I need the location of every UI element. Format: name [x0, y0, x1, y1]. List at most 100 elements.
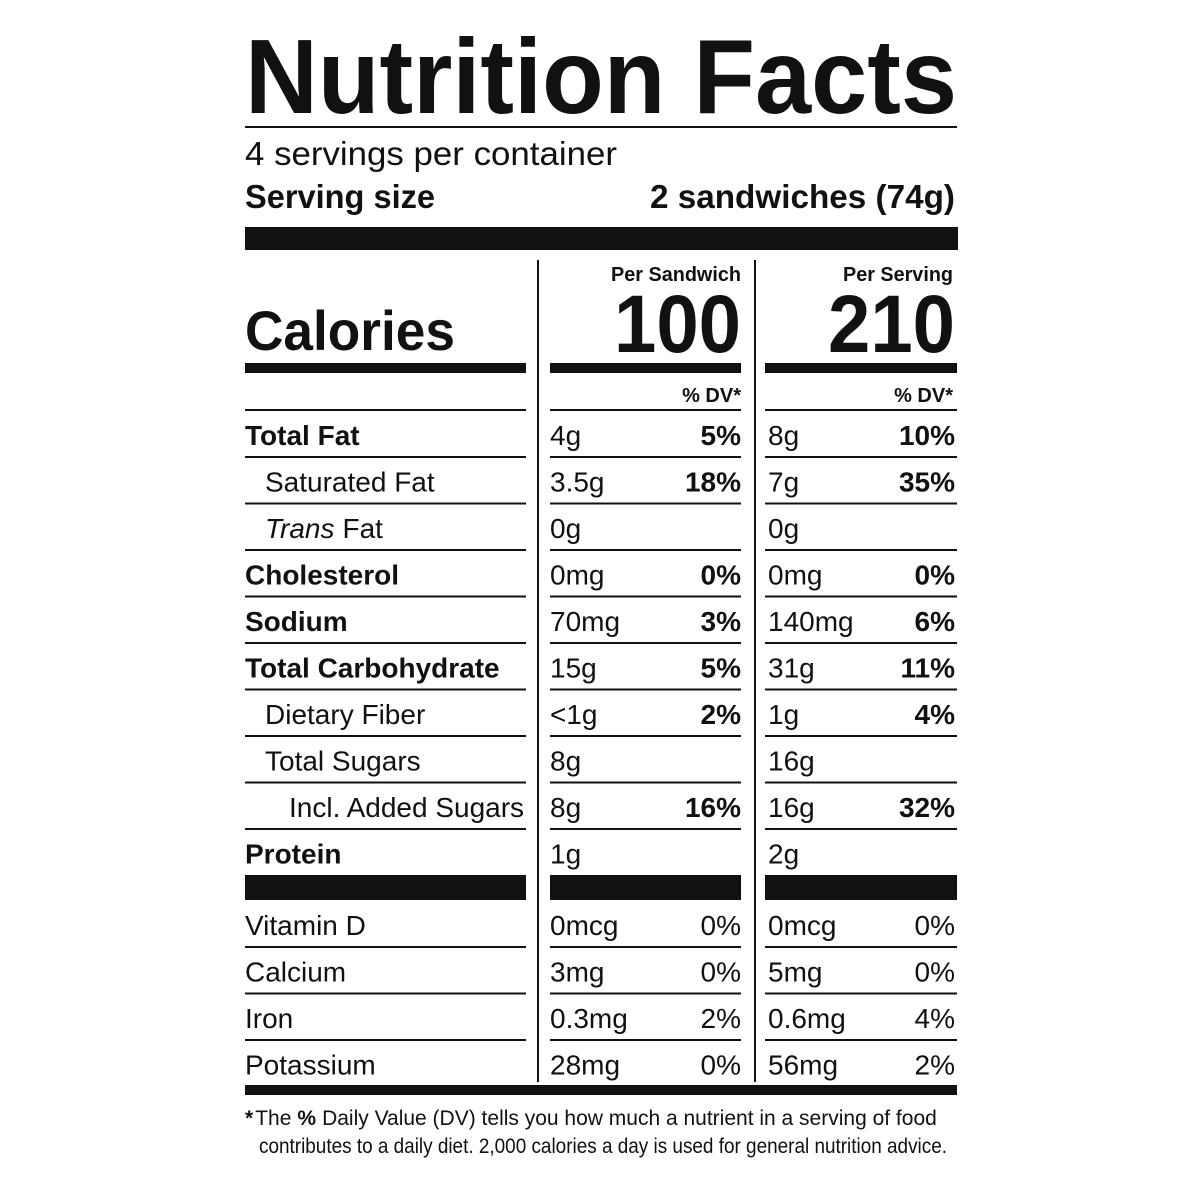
rule	[550, 735, 741, 737]
nutrient-name: Protein	[245, 839, 341, 870]
amount: 0mg	[550, 560, 604, 591]
amount: 0.6mg	[768, 1003, 846, 1034]
nutrient-name: Dietary Fiber	[265, 699, 425, 730]
daily-value: 3%	[701, 606, 742, 637]
daily-value: 0%	[915, 910, 955, 941]
rule	[245, 688, 526, 691]
amount: 140mg	[768, 606, 854, 637]
daily-value: 16%	[685, 792, 741, 823]
rule	[550, 781, 741, 784]
amount: 0g	[550, 513, 581, 544]
rule	[245, 1039, 526, 1041]
amount: 0mcg	[768, 910, 836, 941]
vitamin-name: Potassium	[245, 1050, 376, 1081]
rule	[245, 595, 526, 598]
nutrient-name: Incl. Added Sugars	[289, 792, 524, 823]
rule	[550, 946, 741, 948]
rule	[550, 875, 741, 900]
amount: 8g	[768, 420, 799, 451]
footnote-marker: *	[245, 1107, 254, 1130]
amount: 1g	[768, 699, 799, 730]
rule	[550, 363, 741, 373]
column-divider	[537, 260, 539, 1082]
rule	[765, 875, 957, 900]
rule	[765, 688, 957, 691]
rule	[245, 946, 526, 948]
column-divider	[754, 260, 756, 1082]
amount: 28mg	[550, 1050, 620, 1081]
daily-value: 18%	[685, 467, 741, 498]
nutrient-name: Sodium	[245, 606, 348, 637]
nutrient-name: Total Fat	[245, 420, 360, 451]
rule	[550, 456, 741, 458]
amount: 0.3mg	[550, 1003, 628, 1034]
rule	[765, 549, 957, 551]
daily-value: 4%	[915, 1003, 955, 1034]
daily-value: 0%	[915, 560, 956, 591]
daily-value: 0%	[701, 957, 741, 988]
rule	[245, 363, 526, 373]
dv-header: % DV*	[682, 385, 741, 407]
daily-value: 4%	[915, 699, 956, 730]
amount: 1g	[550, 839, 581, 870]
thick-bar	[245, 1085, 957, 1095]
rule	[765, 456, 957, 458]
nutrient-name: Saturated Fat	[265, 467, 435, 498]
rule	[550, 595, 741, 598]
amount: 70mg	[550, 606, 620, 637]
column-header: Per Serving	[843, 264, 953, 286]
rule	[765, 363, 957, 373]
rule	[765, 735, 957, 737]
nutrient-name: Total Carbohydrate	[245, 653, 500, 684]
vitamin-name: Calcium	[245, 957, 346, 988]
amount: 16g	[768, 746, 815, 777]
amount: 2g	[768, 839, 799, 870]
daily-value: 5%	[701, 653, 742, 684]
servings: 4 servings per container	[245, 135, 617, 172]
footnote-bold: %	[297, 1107, 316, 1130]
rule	[765, 946, 957, 948]
amount: 31g	[768, 653, 815, 684]
daily-value: 0%	[701, 1050, 741, 1081]
amount: 5mg	[768, 957, 822, 988]
rule	[245, 735, 526, 737]
nutrient-name: Total Sugars	[265, 746, 421, 777]
calories-value: 210	[828, 279, 955, 370]
daily-value: 5%	[701, 420, 742, 451]
rule	[765, 409, 957, 411]
footnote-text: The	[255, 1107, 291, 1130]
amount: <1g	[550, 699, 598, 730]
amount: 0mcg	[550, 910, 618, 941]
rule	[245, 409, 526, 411]
rule	[765, 992, 957, 995]
rule	[765, 502, 957, 505]
thick-bar	[245, 227, 958, 250]
dv-header: % DV*	[894, 385, 953, 407]
serving-size-label: Serving size	[245, 178, 435, 215]
daily-value: 11%	[901, 653, 956, 684]
rule	[550, 642, 741, 644]
rule	[245, 502, 526, 505]
daily-value: 2%	[915, 1050, 955, 1081]
daily-value: 2%	[701, 699, 742, 730]
column-header: Per Sandwich	[611, 264, 741, 286]
rule	[765, 781, 957, 784]
daily-value: 0%	[701, 560, 742, 591]
rule	[245, 828, 526, 830]
rule	[550, 992, 741, 995]
daily-value: 6%	[915, 606, 956, 637]
rule	[765, 1039, 957, 1041]
amount: 8g	[550, 792, 581, 823]
footnote-text: Daily Value (DV) tells you how much a nu…	[322, 1107, 937, 1130]
rule	[765, 642, 957, 644]
rule	[550, 828, 741, 830]
rule	[550, 502, 741, 505]
rule	[550, 1039, 741, 1041]
rule	[245, 456, 526, 458]
calories-value: 100	[614, 279, 741, 370]
amount: 0mg	[768, 560, 822, 591]
vitamin-name: Iron	[245, 1003, 293, 1034]
amount: 3mg	[550, 957, 604, 988]
